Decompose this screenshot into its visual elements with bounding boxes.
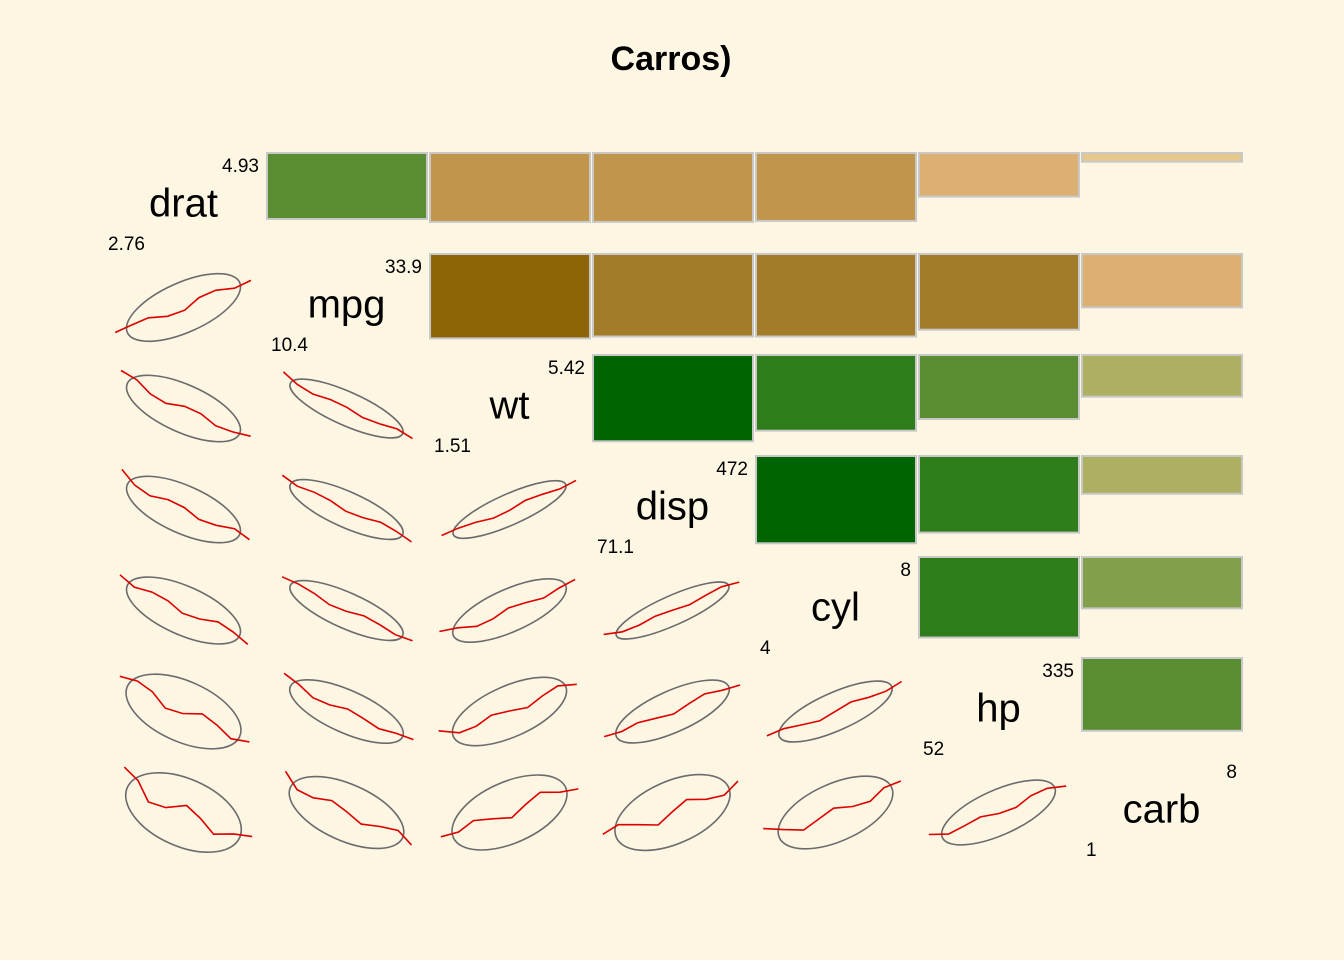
range-min-drat: 2.76 — [108, 234, 145, 255]
ellipse-carb-disp — [614, 773, 731, 852]
range-min-disp: 71.1 — [597, 537, 634, 558]
ellipse-wt-drat — [125, 374, 242, 443]
ellipse-disp-drat — [125, 475, 242, 544]
ellipse-cyl-mpg — [289, 579, 404, 642]
smoother-hp-drat — [119, 675, 250, 743]
corr-bar-hp-carb — [1081, 657, 1243, 732]
corr-bar-disp-carb — [1081, 455, 1243, 495]
corr-bar-wt-disp — [592, 354, 754, 443]
smoother-mpg-drat — [114, 279, 252, 334]
smoother-carb-drat — [123, 766, 253, 838]
ellipse-carb-mpg — [288, 775, 405, 850]
smoother-cyl-drat — [119, 574, 249, 646]
range-max-drat: 4.93 — [222, 156, 259, 177]
varname-drat: drat — [149, 182, 218, 226]
range-max-hp: 335 — [1042, 661, 1074, 682]
range-max-disp: 472 — [716, 459, 748, 480]
corr-bar-mpg-cyl — [755, 253, 917, 338]
range-min-cyl: 4 — [760, 638, 771, 659]
smoother-hp-cyl — [766, 680, 903, 737]
range-min-wt: 1.51 — [434, 436, 471, 457]
smoother-cyl-mpg — [281, 576, 413, 642]
smoother-cyl-disp — [603, 581, 740, 636]
ellipse-cyl-drat — [125, 576, 242, 645]
smoother-cyl-wt — [439, 578, 576, 633]
corr-bar-drat-cyl — [755, 152, 917, 222]
ellipse-wt-mpg — [289, 378, 404, 439]
ellipse-mpg-drat — [125, 272, 242, 343]
corr-bar-disp-cyl — [755, 455, 917, 545]
ellipse-carb-cyl — [777, 775, 894, 850]
smoother-carb-wt — [440, 788, 579, 838]
smoother-wt-drat — [120, 369, 251, 437]
range-max-cyl: 8 — [900, 560, 911, 581]
range-max-wt: 5.42 — [548, 358, 585, 379]
corr-bar-drat-mpg — [266, 152, 428, 220]
ellipse-hp-cyl — [778, 680, 893, 743]
corr-bar-wt-carb — [1081, 354, 1243, 398]
range-max-mpg: 33.9 — [385, 257, 422, 278]
smoother-disp-mpg — [281, 474, 412, 543]
smoother-carb-mpg — [284, 770, 413, 846]
corr-bar-drat-carb — [1081, 152, 1243, 163]
varname-wt: wt — [489, 384, 530, 428]
range-min-mpg: 10.4 — [271, 335, 308, 356]
range-max-carb: 8 — [1226, 762, 1237, 783]
ellipse-hp-wt — [451, 676, 568, 747]
ellipse-carb-wt — [451, 774, 568, 851]
range-min-carb: 1 — [1086, 840, 1097, 861]
ellipse-hp-disp — [614, 679, 731, 744]
chart-title: Carros) — [611, 40, 732, 78]
ellipse-carb-hp — [940, 779, 1057, 846]
corr-bar-mpg-hp — [918, 253, 1080, 331]
corr-bar-cyl-hp — [918, 556, 1080, 639]
corr-bar-drat-wt — [429, 152, 591, 223]
corr-bar-cyl-carb — [1081, 556, 1243, 610]
corr-bar-mpg-carb — [1081, 253, 1243, 309]
smoother-wt-mpg — [282, 371, 413, 440]
range-min-hp: 52 — [923, 739, 944, 760]
varname-carb: carb — [1123, 788, 1201, 832]
corr-bar-drat-disp — [592, 152, 754, 223]
smoother-disp-drat — [121, 468, 250, 541]
corr-bar-disp-hp — [918, 455, 1080, 534]
corr-bar-mpg-wt — [429, 253, 591, 340]
ellipse-disp-mpg — [289, 478, 404, 541]
smoother-carb-hp — [928, 785, 1067, 836]
corr-bar-drat-hp — [918, 152, 1080, 198]
varname-cyl: cyl — [811, 586, 860, 630]
smoother-disp-wt — [441, 479, 577, 537]
smoother-carb-cyl — [763, 780, 902, 831]
smoother-hp-disp — [603, 684, 741, 738]
ellipse-cyl-wt — [451, 577, 568, 644]
ellipse-hp-mpg — [288, 678, 405, 745]
corr-bar-mpg-disp — [592, 253, 754, 338]
smoother-hp-mpg — [283, 672, 414, 741]
corr-bar-wt-hp — [918, 354, 1080, 420]
smoother-carb-disp — [602, 780, 739, 835]
ellipse-carb-drat — [124, 771, 243, 854]
varname-hp: hp — [976, 687, 1021, 731]
corr-bar-wt-cyl — [755, 354, 917, 432]
ellipse-hp-drat — [125, 673, 242, 750]
varname-disp: disp — [636, 485, 709, 529]
smoother-hp-wt — [438, 683, 577, 734]
varname-mpg: mpg — [308, 283, 386, 327]
ellipse-disp-wt — [452, 479, 567, 540]
